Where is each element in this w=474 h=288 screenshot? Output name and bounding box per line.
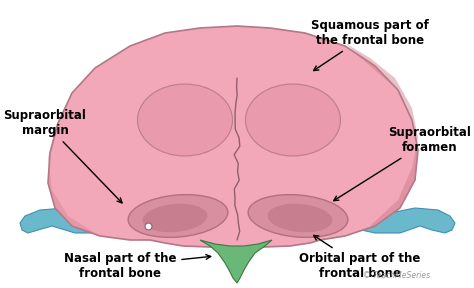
Ellipse shape bbox=[128, 195, 228, 237]
Polygon shape bbox=[20, 208, 125, 233]
Ellipse shape bbox=[143, 204, 208, 232]
Polygon shape bbox=[200, 240, 272, 283]
Ellipse shape bbox=[137, 84, 233, 156]
Text: © TeachMeSeries: © TeachMeSeries bbox=[363, 271, 430, 280]
Polygon shape bbox=[48, 68, 100, 236]
Text: Orbital part of the
frontal bone: Orbital part of the frontal bone bbox=[299, 235, 421, 280]
Ellipse shape bbox=[246, 84, 340, 156]
Text: Nasal part of the
frontal bone: Nasal part of the frontal bone bbox=[64, 252, 211, 280]
Ellipse shape bbox=[268, 204, 332, 232]
Polygon shape bbox=[352, 208, 455, 233]
Text: Supraorbital
margin: Supraorbital margin bbox=[4, 109, 122, 203]
Polygon shape bbox=[345, 43, 418, 226]
Ellipse shape bbox=[248, 195, 348, 237]
Text: Supraorbital
foramen: Supraorbital foramen bbox=[334, 126, 472, 201]
Text: Squamous part of
the frontal bone: Squamous part of the frontal bone bbox=[311, 19, 429, 71]
Polygon shape bbox=[48, 26, 418, 248]
